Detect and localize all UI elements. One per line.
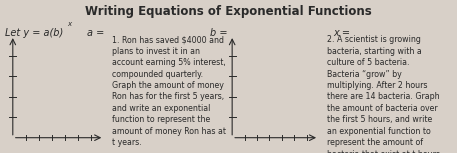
Text: Let y = a(b): Let y = a(b) [5,28,63,37]
Text: x =: x = [334,28,351,37]
Text: Writing Equations of Exponential Functions: Writing Equations of Exponential Functio… [85,5,372,18]
Text: a =: a = [87,28,104,37]
Text: 2. A scientist is growing
bacteria, starting with a
culture of 5 bacteria.
Bacte: 2. A scientist is growing bacteria, star… [327,35,442,153]
Text: b =: b = [210,28,228,37]
Text: x: x [68,21,72,27]
Text: 1. Ron has saved $4000 and
plans to invest it in an
account earning 5% interest,: 1. Ron has saved $4000 and plans to inve… [112,35,226,147]
